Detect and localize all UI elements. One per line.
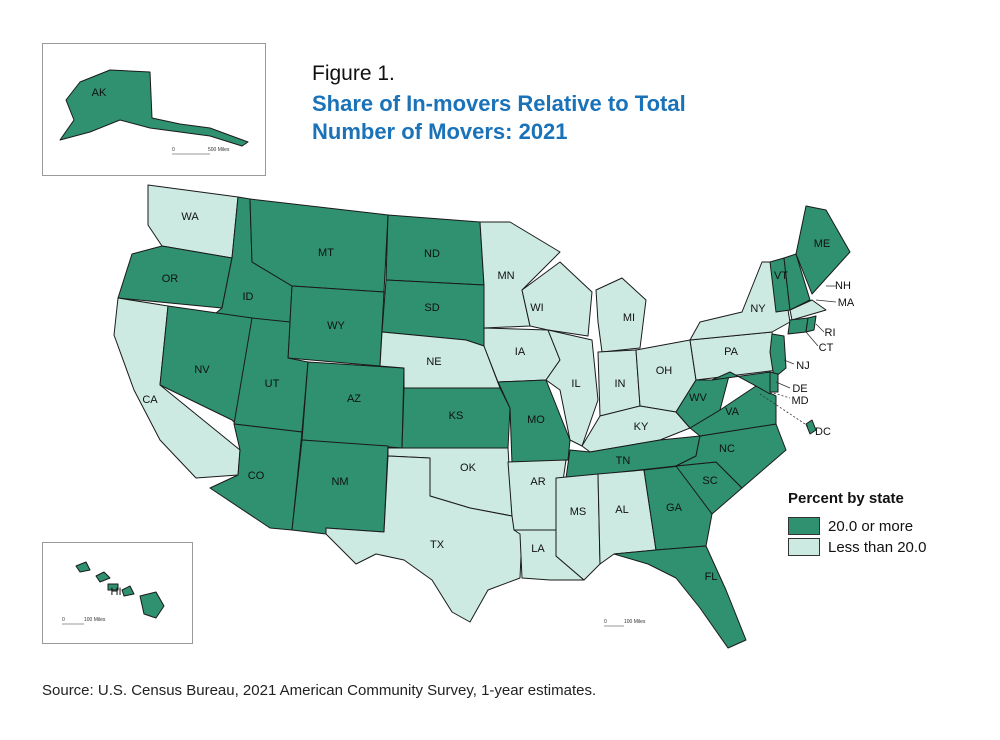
state-FL bbox=[613, 545, 747, 649]
legend-title: Percent by state bbox=[788, 490, 904, 507]
label-MA: MA bbox=[838, 297, 855, 309]
state-DC bbox=[805, 419, 817, 435]
alaska-scale-zero: 0 bbox=[172, 147, 175, 153]
mainland-scale-label: 100 Miles bbox=[624, 619, 646, 625]
mainland-scale-zero: 0 bbox=[604, 619, 607, 625]
label-FL: FL bbox=[705, 571, 718, 583]
label-WY: WY bbox=[327, 320, 345, 332]
label-AL: AL bbox=[615, 504, 628, 516]
label-RI: RI bbox=[825, 327, 836, 339]
label-SC: SC bbox=[702, 475, 717, 487]
label-OK: OK bbox=[460, 462, 477, 474]
label-DC: DC bbox=[815, 426, 831, 438]
label-NJ: NJ bbox=[796, 360, 809, 372]
label-WI: WI bbox=[530, 302, 543, 314]
figure-title: Share of In-movers Relative to Total Num… bbox=[312, 91, 686, 144]
state-ME bbox=[795, 205, 851, 295]
label-ID: ID bbox=[243, 291, 254, 303]
state-CO bbox=[301, 361, 405, 449]
label-NY: NY bbox=[750, 303, 766, 315]
state-NJ bbox=[769, 333, 787, 379]
alaska-inset-frame bbox=[42, 43, 266, 176]
legend-item-high: 20.0 or more bbox=[788, 517, 926, 535]
alaska-scale-label: 500 Miles bbox=[208, 147, 230, 153]
label-KS: KS bbox=[449, 410, 464, 422]
label-OR: OR bbox=[162, 273, 179, 285]
state-RI bbox=[805, 315, 817, 333]
label-NH: NH bbox=[835, 280, 851, 292]
label-MD: MD bbox=[791, 395, 808, 407]
state-GA bbox=[643, 465, 713, 551]
hawaii-scale-zero: 0 bbox=[62, 617, 65, 623]
leader-lines bbox=[759, 285, 837, 427]
state-MI bbox=[595, 277, 647, 353]
label-MN: MN bbox=[497, 270, 514, 282]
label-AZ: CO bbox=[248, 470, 265, 482]
label-IN: IN bbox=[615, 378, 626, 390]
label-HI: HI bbox=[111, 586, 122, 598]
label-CO: AZ bbox=[347, 393, 361, 405]
hawaii-scale-label: 100 Miles bbox=[84, 617, 106, 623]
label-NV: NV bbox=[194, 364, 210, 376]
state-AZ bbox=[209, 423, 303, 531]
label-GA: GA bbox=[666, 502, 683, 514]
state-labels: WA OR CA ID NV MT WY UT AZ CO NM ND SD N… bbox=[92, 87, 855, 598]
state-OR bbox=[117, 245, 233, 309]
label-PA: PA bbox=[724, 346, 739, 358]
state-MA bbox=[789, 299, 827, 321]
legend-swatch-low bbox=[788, 538, 820, 556]
state-WI bbox=[521, 261, 593, 337]
state-NH bbox=[783, 253, 811, 311]
label-MI: MI bbox=[623, 312, 635, 324]
legend-label-high: 20.0 or more bbox=[828, 517, 914, 535]
source-note: Source: U.S. Census Bureau, 2021 America… bbox=[42, 682, 597, 699]
state-MS bbox=[555, 473, 601, 581]
state-AK bbox=[59, 69, 249, 147]
legend-swatch-high bbox=[788, 517, 820, 535]
label-WA: WA bbox=[181, 211, 199, 223]
label-ND: ND bbox=[424, 248, 440, 260]
label-CA: CA bbox=[142, 394, 158, 406]
legend-item-low: Less than 20.0 bbox=[788, 538, 926, 556]
label-OH: OH bbox=[656, 365, 673, 377]
label-KY: KY bbox=[634, 421, 649, 433]
legend-label-low: Less than 20.0 bbox=[828, 538, 927, 556]
state-TX bbox=[325, 455, 523, 623]
label-CT: CT bbox=[819, 342, 834, 354]
scale-bars bbox=[62, 153, 624, 627]
legend: Percent by state 20.0 or more Less than … bbox=[788, 490, 926, 559]
label-AR: AR bbox=[530, 476, 545, 488]
state-IL bbox=[545, 329, 599, 447]
state-MD bbox=[711, 371, 771, 395]
figure-label: Figure 1. bbox=[312, 62, 395, 85]
hawaii-inset-frame bbox=[42, 542, 193, 644]
label-IL: IL bbox=[571, 378, 580, 390]
label-SD: SD bbox=[424, 302, 439, 314]
label-MO: MO bbox=[527, 414, 545, 426]
state-KS bbox=[401, 387, 511, 449]
label-TX: TX bbox=[430, 539, 445, 551]
label-IA: IA bbox=[515, 346, 526, 358]
label-NE: NE bbox=[426, 356, 441, 368]
label-MS: MS bbox=[570, 506, 587, 518]
label-VA: VA bbox=[725, 406, 740, 418]
label-NM: NM bbox=[331, 476, 348, 488]
state-HI bbox=[75, 561, 165, 619]
label-VT: VT bbox=[774, 270, 788, 282]
label-ME: ME bbox=[814, 238, 831, 250]
label-LA: LA bbox=[531, 543, 545, 555]
label-AK: AK bbox=[92, 87, 107, 99]
label-MT: MT bbox=[318, 247, 334, 259]
label-WV: WV bbox=[689, 392, 707, 404]
state-CT bbox=[787, 317, 809, 335]
label-TN: TN bbox=[616, 455, 631, 467]
label-DE: DE bbox=[792, 383, 807, 395]
label-UT: UT bbox=[265, 378, 280, 390]
label-NC: NC bbox=[719, 443, 735, 455]
